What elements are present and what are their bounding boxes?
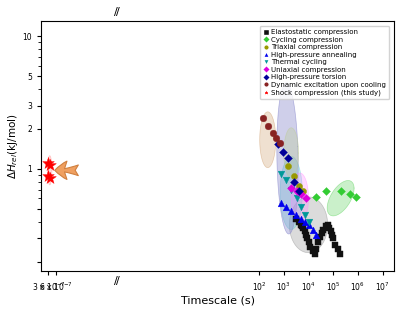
Point	[336, 251, 343, 256]
Point	[322, 189, 329, 194]
Point	[320, 227, 326, 232]
Polygon shape	[260, 112, 276, 168]
Point	[290, 179, 297, 184]
Point	[338, 189, 344, 194]
Point	[313, 247, 319, 252]
Point	[298, 204, 304, 209]
Point	[282, 178, 289, 183]
Point	[303, 196, 309, 201]
Point	[260, 116, 267, 121]
Polygon shape	[277, 83, 298, 234]
Point	[288, 209, 294, 214]
Point	[334, 247, 341, 252]
Point	[313, 232, 319, 237]
Point	[296, 219, 302, 224]
Point	[322, 224, 329, 229]
Point	[290, 174, 297, 179]
Point	[269, 131, 276, 136]
Point	[305, 219, 312, 224]
Point	[280, 149, 286, 154]
Point	[298, 216, 304, 221]
Polygon shape	[48, 156, 52, 185]
Point	[285, 156, 291, 161]
Legend: Elastostatic compression, Cycling compression, Triaxial compression, High-pressu: Elastostatic compression, Cycling compre…	[260, 26, 389, 99]
Point	[273, 136, 280, 141]
Point	[330, 236, 336, 241]
Point	[310, 249, 316, 254]
Point	[264, 124, 271, 129]
Point	[352, 194, 359, 199]
Polygon shape	[327, 180, 354, 216]
Point	[305, 222, 312, 227]
Point	[300, 225, 306, 230]
Point	[294, 196, 300, 201]
Text: $\!/\!/$: $\!/\!/$	[114, 274, 122, 287]
Point	[47, 162, 54, 167]
Point	[47, 175, 53, 180]
Point	[294, 189, 300, 194]
Point	[292, 213, 299, 218]
Polygon shape	[284, 128, 299, 178]
X-axis label: Timescale (s): Timescale (s)	[181, 295, 255, 305]
Point	[304, 236, 310, 241]
Point	[298, 191, 304, 196]
Point	[307, 244, 314, 249]
Point	[305, 240, 312, 245]
Point	[299, 224, 305, 229]
Point	[296, 183, 302, 188]
Polygon shape	[289, 197, 328, 253]
Point	[288, 185, 294, 190]
Point	[300, 189, 306, 194]
Text: $\!/\!/$: $\!/\!/$	[114, 6, 122, 18]
Point	[292, 216, 299, 221]
Point	[302, 229, 308, 234]
Point	[302, 219, 308, 224]
Point	[275, 141, 282, 146]
Polygon shape	[280, 156, 302, 230]
Point	[45, 161, 52, 166]
Point	[317, 234, 324, 239]
Point	[332, 242, 338, 247]
Point	[282, 204, 289, 209]
Point	[45, 174, 51, 179]
Point	[326, 225, 332, 230]
Point	[324, 222, 331, 227]
Point	[319, 230, 325, 235]
Point	[329, 232, 335, 237]
Point	[277, 140, 283, 145]
Point	[328, 229, 334, 234]
Point	[285, 164, 291, 169]
Polygon shape	[291, 173, 308, 224]
Point	[315, 240, 322, 245]
Point	[296, 189, 302, 194]
Point	[278, 171, 284, 176]
Point	[288, 187, 294, 192]
Point	[303, 232, 309, 237]
Point	[313, 194, 319, 199]
Point	[347, 191, 354, 196]
Point	[298, 222, 304, 227]
Point	[310, 227, 316, 232]
Point	[278, 201, 284, 206]
Point	[302, 213, 308, 218]
Y-axis label: $\Delta H_{rel}$(kJ/mol): $\Delta H_{rel}$(kJ/mol)	[6, 113, 20, 179]
Point	[312, 251, 318, 256]
